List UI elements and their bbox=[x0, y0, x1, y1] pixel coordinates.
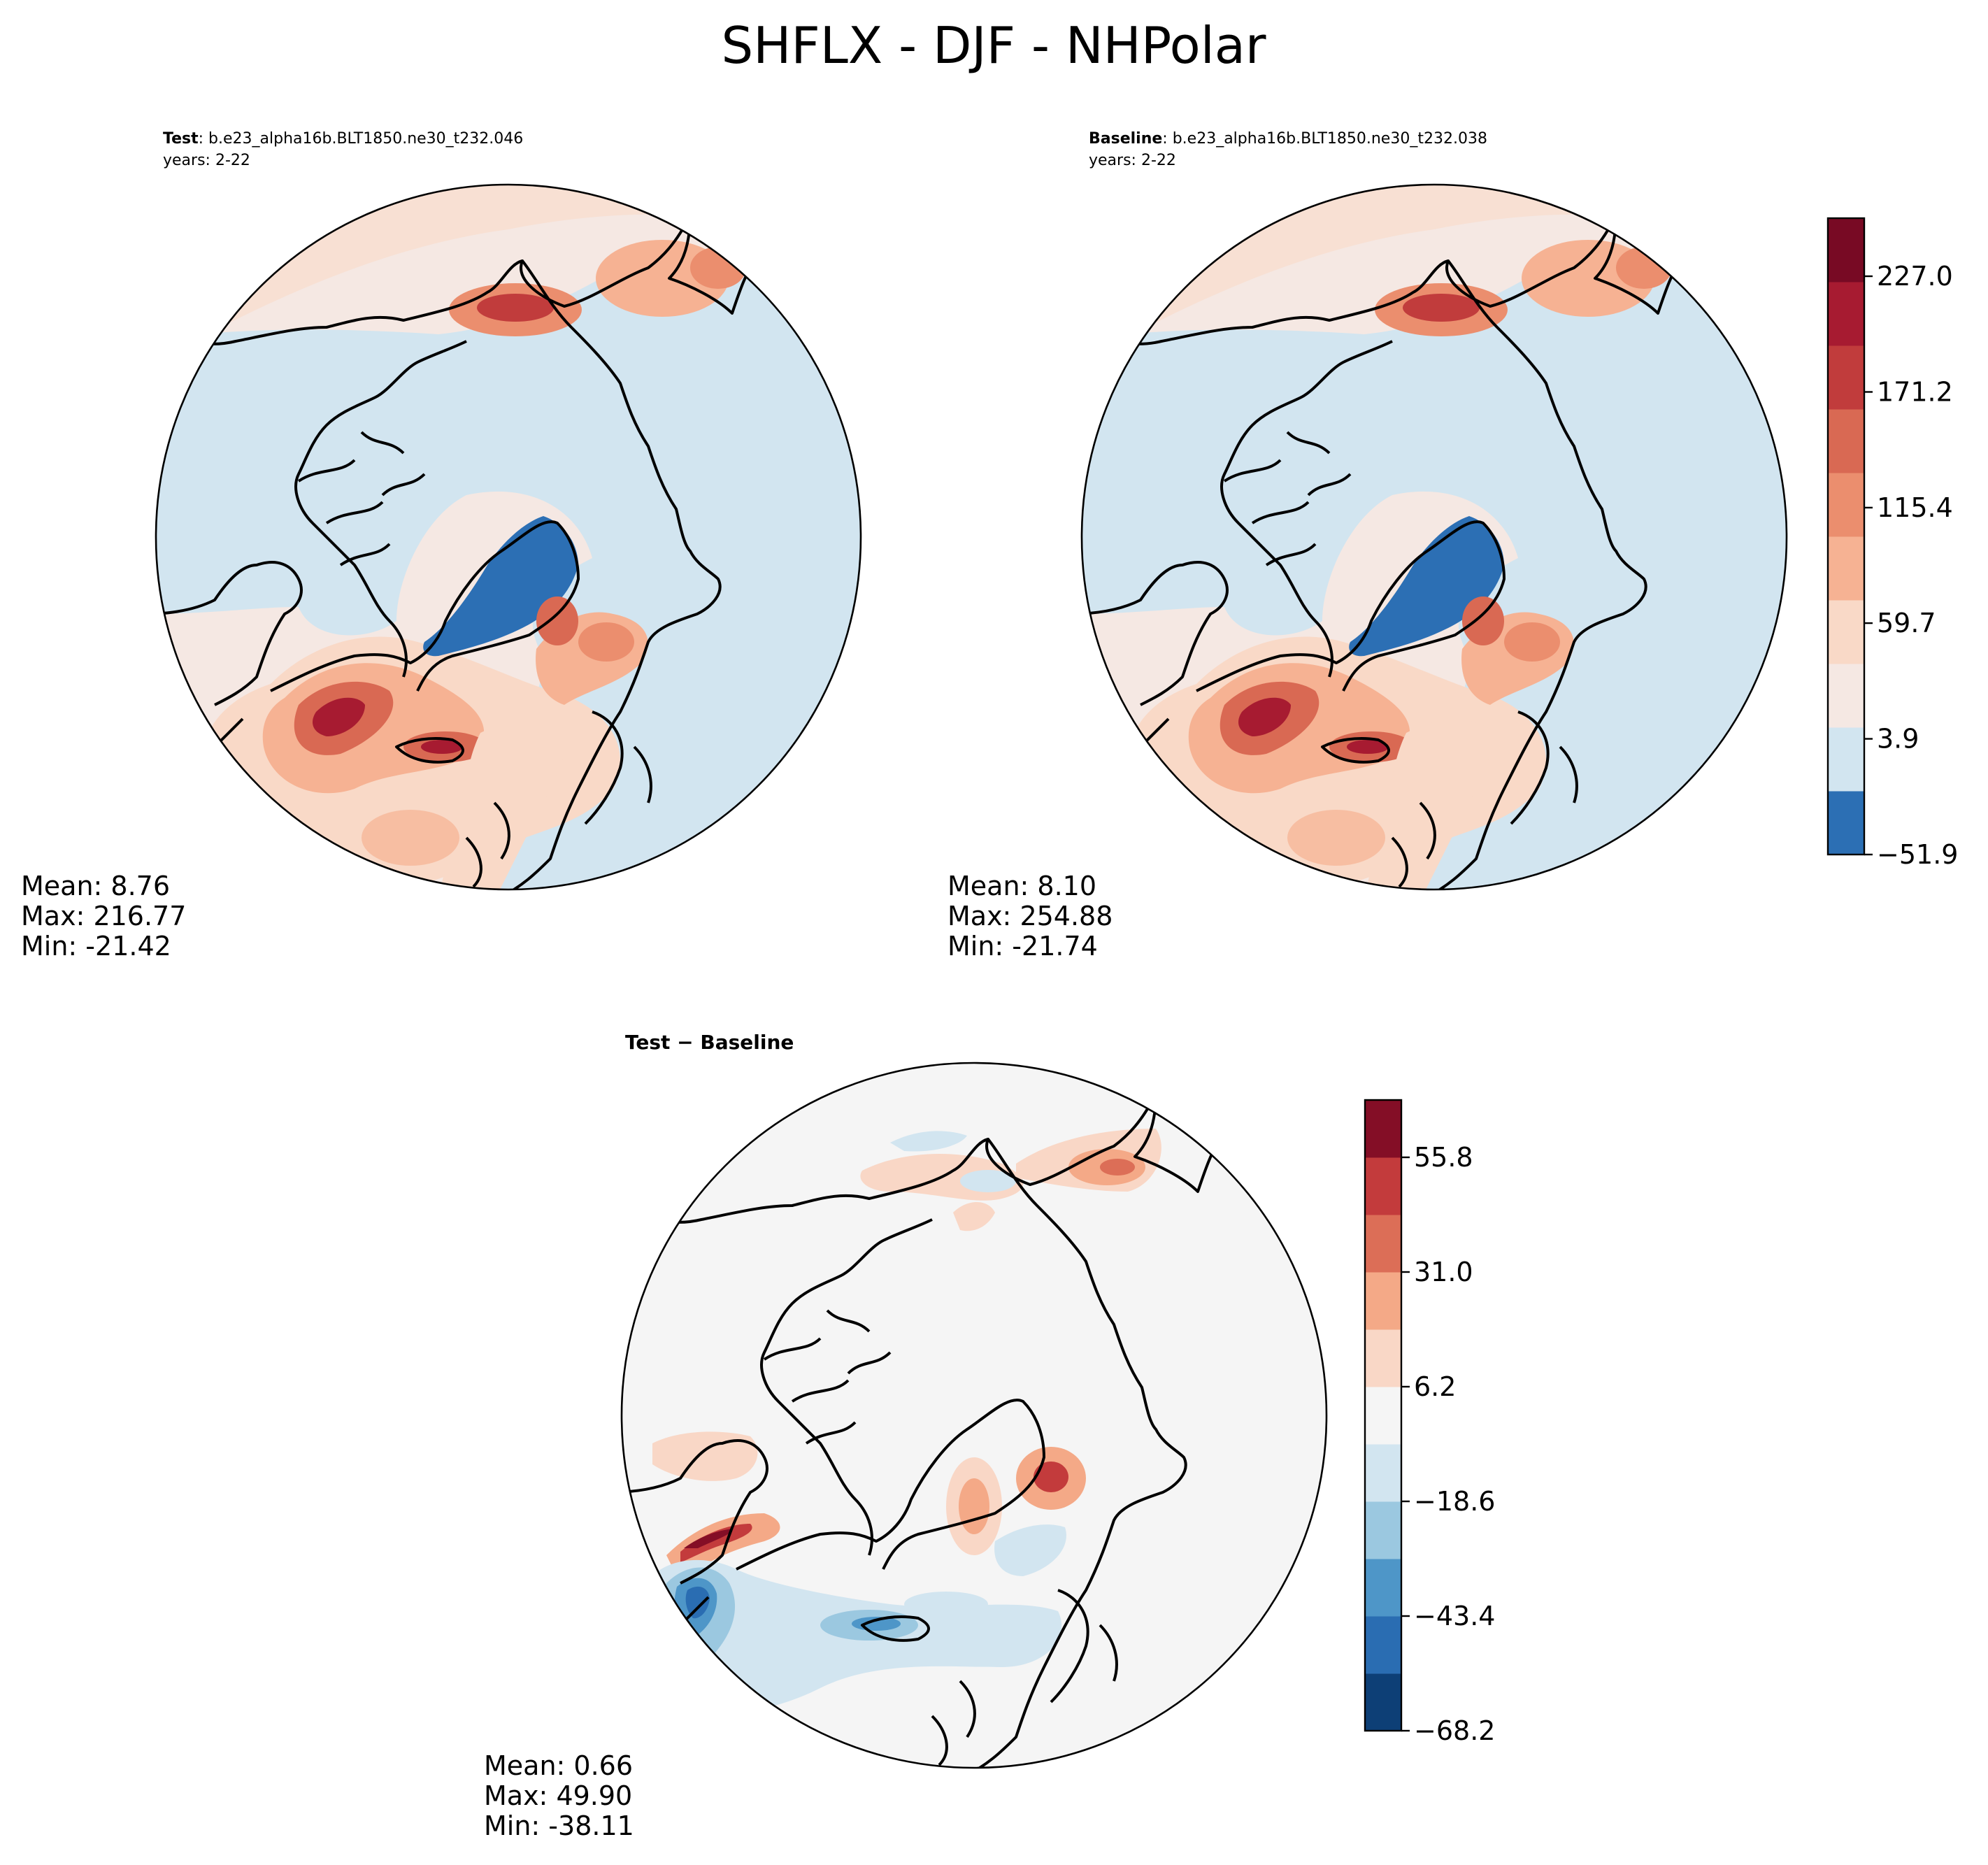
main-colorbar-bin bbox=[1828, 600, 1864, 664]
test-title-bold: Test bbox=[163, 130, 199, 148]
baseline-map-boundary bbox=[1080, 183, 1788, 891]
diff-colorbar-tick-label: −68.2 bbox=[1414, 1715, 1495, 1746]
baseline-mean: Mean: 8.10 bbox=[947, 871, 1096, 901]
test-map-boundary bbox=[155, 183, 862, 891]
diff-colorbar-bin bbox=[1365, 1616, 1401, 1674]
figure-title: SHFLX - DJF - NHPolar bbox=[722, 16, 1266, 75]
diff-colorbar-bin bbox=[1365, 1329, 1401, 1387]
main-colorbar-bin bbox=[1828, 664, 1864, 728]
main-colorbar-tick-label: 115.4 bbox=[1877, 492, 1953, 523]
difference-map bbox=[622, 1063, 1326, 1768]
main-colorbar-bin bbox=[1828, 473, 1864, 537]
main-colorbar-tick-label: 171.2 bbox=[1877, 376, 1953, 407]
main-colorbar-bin bbox=[1828, 218, 1864, 283]
test-title: Test: b.e23_alpha16b.BLT1850.ne30_t232.0… bbox=[163, 130, 523, 148]
difference-mean: Mean: 0.66 bbox=[484, 1750, 633, 1781]
main-colorbar-tick-label: 3.9 bbox=[1877, 724, 1919, 755]
main-colorbar-bin bbox=[1828, 282, 1864, 346]
diff-colorbar-bin bbox=[1365, 1215, 1401, 1273]
main-colorbar-bin bbox=[1828, 536, 1864, 601]
main-colorbar: 227.0 171.2 115.4 59.7 3.9 −51.9 bbox=[1826, 217, 1958, 870]
diff-colorbar-bin bbox=[1365, 1387, 1401, 1445]
test-min: Min: -21.42 bbox=[21, 931, 171, 962]
diff-colorbar-tick-label: 6.2 bbox=[1414, 1371, 1456, 1402]
baseline-map bbox=[1082, 185, 1787, 889]
diff-colorbar-bin bbox=[1365, 1100, 1401, 1158]
diff-colorbar-bin bbox=[1365, 1157, 1401, 1215]
baseline-title-rest: : b.e23_alpha16b.BLT1850.ne30_t232.038 bbox=[1162, 130, 1487, 148]
difference-panel: Test − Baseline Mean: 0.66 Max: 49.90 Mi… bbox=[484, 1031, 1328, 1841]
main-colorbar-bin bbox=[1828, 409, 1864, 473]
difference-map-boundary bbox=[620, 1062, 1328, 1769]
baseline-title: Baseline: b.e23_alpha16b.BLT1850.ne30_t2… bbox=[1089, 130, 1487, 148]
test-mean: Mean: 8.76 bbox=[21, 871, 170, 901]
main-colorbar-bin bbox=[1828, 345, 1864, 410]
test-title-rest: : b.e23_alpha16b.BLT1850.ne30_t232.046 bbox=[199, 130, 524, 148]
baseline-years: years: 2-22 bbox=[1089, 152, 1176, 169]
main-colorbar-tick-label: 59.7 bbox=[1877, 608, 1936, 638]
test-max: Max: 216.77 bbox=[21, 901, 186, 931]
diff-colorbar-tick-label: −18.6 bbox=[1414, 1486, 1495, 1517]
difference-min: Min: -38.11 bbox=[484, 1810, 634, 1841]
baseline-min: Min: -21.74 bbox=[947, 931, 1098, 962]
baseline-max: Max: 254.88 bbox=[947, 901, 1113, 931]
diff-colorbar-tick-label: 55.8 bbox=[1414, 1142, 1473, 1173]
main-colorbar-frame bbox=[1826, 217, 1866, 856]
diff-colorbar-frame bbox=[1364, 1099, 1403, 1732]
diff-colorbar-bin bbox=[1365, 1501, 1401, 1559]
diff-colorbar-bin bbox=[1365, 1559, 1401, 1617]
test-years: years: 2-22 bbox=[163, 152, 250, 169]
main-colorbar-bin bbox=[1828, 727, 1864, 792]
test-panel: Test: b.e23_alpha16b.BLT1850.ne30_t232.0… bbox=[21, 130, 862, 962]
diff-colorbar-tick-label: 31.0 bbox=[1414, 1257, 1473, 1287]
diff-colorbar-bin bbox=[1365, 1272, 1401, 1330]
main-colorbar-tick-label: −51.9 bbox=[1877, 839, 1958, 870]
diff-colorbar-tick-label: −43.4 bbox=[1414, 1601, 1495, 1631]
difference-max: Max: 49.90 bbox=[484, 1780, 632, 1811]
diff-colorbar-bin bbox=[1365, 1673, 1401, 1731]
difference-title: Test − Baseline bbox=[625, 1031, 794, 1054]
difference-colorbar: 55.8 31.0 6.2 −18.6 −43.4 −68.2 bbox=[1364, 1099, 1495, 1746]
main-colorbar-tick-label: 227.0 bbox=[1877, 261, 1953, 292]
diff-colorbar-bin bbox=[1365, 1444, 1401, 1502]
baseline-title-bold: Baseline bbox=[1089, 130, 1162, 148]
main-colorbar-bin bbox=[1828, 791, 1864, 855]
test-map bbox=[156, 185, 861, 889]
baseline-panel: Baseline: b.e23_alpha16b.BLT1850.ne30_t2… bbox=[947, 130, 1788, 962]
